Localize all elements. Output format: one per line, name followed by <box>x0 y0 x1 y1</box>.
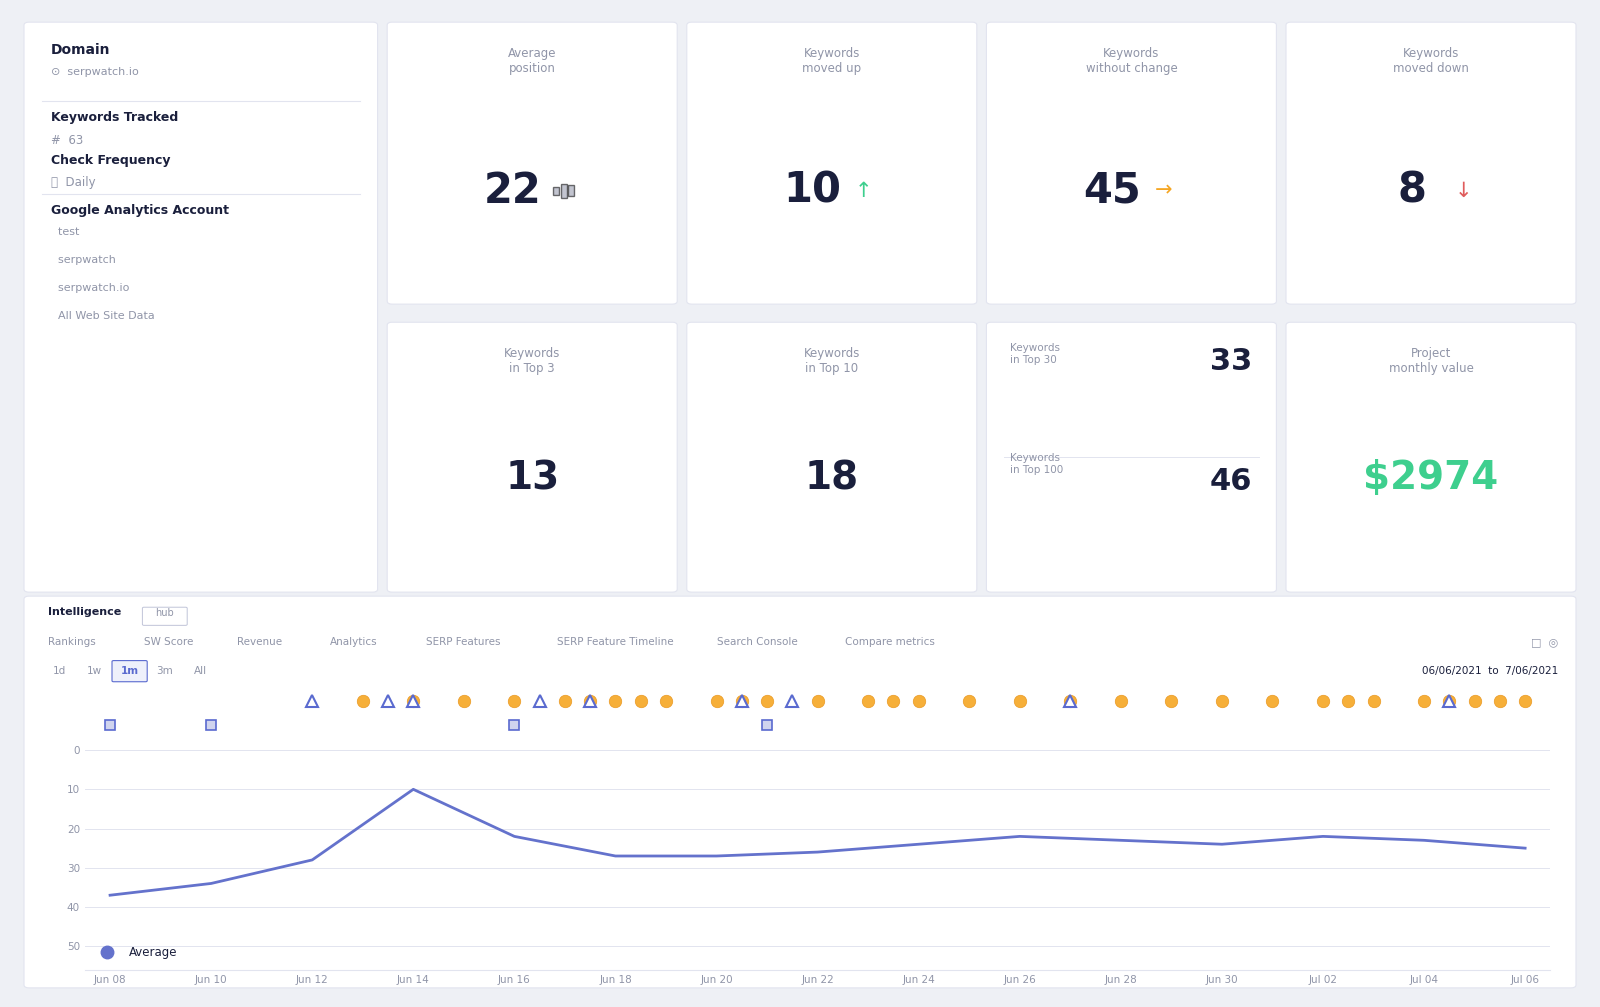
Text: Keywords
moved up: Keywords moved up <box>802 47 861 76</box>
FancyBboxPatch shape <box>24 596 1576 988</box>
Text: test: test <box>51 227 80 237</box>
Text: All: All <box>194 666 206 676</box>
Text: 18: 18 <box>805 459 859 497</box>
FancyBboxPatch shape <box>387 22 677 304</box>
FancyBboxPatch shape <box>1286 22 1576 304</box>
FancyBboxPatch shape <box>554 187 558 194</box>
FancyBboxPatch shape <box>568 185 574 196</box>
Text: Search Console: Search Console <box>717 637 797 648</box>
Text: Keywords
in Top 100: Keywords in Top 100 <box>1011 453 1064 474</box>
Text: Keywords Tracked: Keywords Tracked <box>51 111 179 124</box>
Text: serpwatch: serpwatch <box>51 255 117 265</box>
Text: 22: 22 <box>485 170 542 211</box>
Text: 8: 8 <box>1397 170 1426 211</box>
Text: Google Analytics Account: Google Analytics Account <box>51 204 229 218</box>
Text: →: → <box>1155 180 1173 200</box>
Text: Revenue: Revenue <box>237 637 282 648</box>
FancyBboxPatch shape <box>24 22 378 592</box>
FancyBboxPatch shape <box>686 22 976 304</box>
Text: Keywords
without change: Keywords without change <box>1085 47 1178 76</box>
Text: 33: 33 <box>1210 347 1253 377</box>
Text: 45: 45 <box>1083 170 1141 211</box>
Text: serpwatch.io: serpwatch.io <box>51 283 130 293</box>
Text: 10: 10 <box>784 170 842 211</box>
Text: Check Frequency: Check Frequency <box>51 154 171 167</box>
FancyBboxPatch shape <box>142 607 187 625</box>
Text: SERP Feature Timeline: SERP Feature Timeline <box>557 637 674 648</box>
Text: SW Score: SW Score <box>144 637 194 648</box>
Text: Analytics: Analytics <box>330 637 378 648</box>
FancyBboxPatch shape <box>560 183 566 198</box>
Text: ⏰  Daily: ⏰ Daily <box>51 176 96 189</box>
FancyBboxPatch shape <box>986 322 1277 592</box>
Text: 3m: 3m <box>157 666 173 676</box>
Text: Keywords
in Top 30: Keywords in Top 30 <box>1011 343 1061 365</box>
Text: □  ◎: □ ◎ <box>1531 637 1558 648</box>
FancyBboxPatch shape <box>686 322 976 592</box>
Text: ⊙  serpwatch.io: ⊙ serpwatch.io <box>51 67 139 78</box>
Text: ↓: ↓ <box>1454 180 1472 200</box>
Text: SERP Features: SERP Features <box>426 637 501 648</box>
Text: Project
monthly value: Project monthly value <box>1389 347 1474 376</box>
FancyBboxPatch shape <box>986 22 1277 304</box>
FancyBboxPatch shape <box>387 322 677 592</box>
Text: Keywords
moved down: Keywords moved down <box>1394 47 1469 76</box>
Text: hub: hub <box>155 608 174 618</box>
Legend: Average: Average <box>91 942 182 964</box>
Text: Keywords
in Top 3: Keywords in Top 3 <box>504 347 560 376</box>
Text: Rankings: Rankings <box>48 637 96 648</box>
FancyBboxPatch shape <box>112 661 147 682</box>
Text: 1d: 1d <box>53 666 66 676</box>
FancyBboxPatch shape <box>1286 322 1576 592</box>
Text: 06/06/2021  to  7/06/2021: 06/06/2021 to 7/06/2021 <box>1422 666 1558 676</box>
Text: Keywords
in Top 10: Keywords in Top 10 <box>803 347 859 376</box>
Text: $2974: $2974 <box>1363 459 1499 497</box>
Text: 1w: 1w <box>86 666 102 676</box>
Text: 46: 46 <box>1210 467 1253 496</box>
Text: 1m: 1m <box>120 666 139 676</box>
Text: #  63: # 63 <box>51 134 83 147</box>
Text: 13: 13 <box>506 459 560 497</box>
Text: Domain: Domain <box>51 43 110 57</box>
Text: All Web Site Data: All Web Site Data <box>51 311 155 321</box>
Text: Compare metrics: Compare metrics <box>845 637 934 648</box>
Text: Intelligence: Intelligence <box>48 607 122 617</box>
Text: Average
position: Average position <box>507 47 557 76</box>
Text: ↑: ↑ <box>854 180 872 200</box>
